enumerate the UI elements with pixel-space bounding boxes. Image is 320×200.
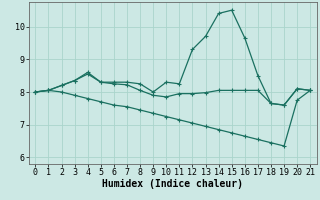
X-axis label: Humidex (Indice chaleur): Humidex (Indice chaleur)	[102, 179, 243, 189]
